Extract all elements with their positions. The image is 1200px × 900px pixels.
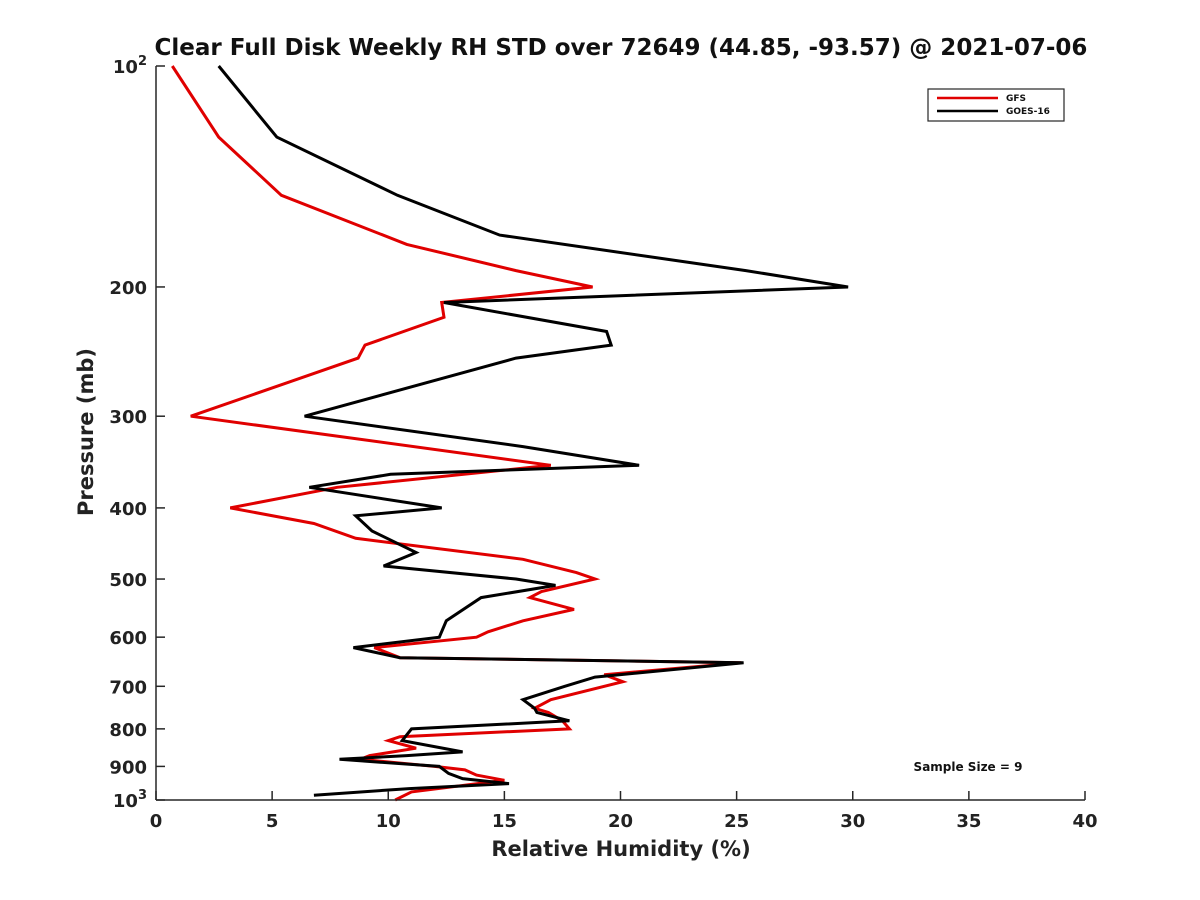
series-layer [171, 65, 849, 802]
y-tick-label: 700 [109, 677, 147, 698]
y-tick-label: 103 [113, 788, 147, 812]
y-tick-label: 200 [109, 278, 147, 299]
legend-box [927, 88, 1065, 122]
x-axis-label: Relative Humidity (%) [491, 837, 750, 861]
y-axis-label: Pressure (mb) [74, 348, 98, 516]
x-tick-label: 5 [266, 811, 279, 832]
series-line-0 [171, 65, 742, 802]
chart-title: Clear Full Disk Weekly RH STD over 72649… [155, 35, 1088, 61]
x-tick-label: 35 [956, 811, 981, 832]
x-tick-label: 0 [150, 811, 163, 832]
legend-label-1: GOES-16 [1006, 107, 1050, 117]
x-tick-label: 25 [724, 811, 749, 832]
x-tick-label: 15 [492, 811, 517, 832]
y-tick-label: 500 [109, 570, 147, 591]
y-tick-label: 400 [109, 499, 147, 520]
legend: GFS GOES-16 [927, 88, 1065, 122]
x-tick-label: 10 [376, 811, 401, 832]
sample-size-annotation: Sample Size = 9 [914, 760, 1023, 774]
y-tick-label: 800 [109, 720, 147, 741]
y-tick-label: 300 [109, 407, 147, 428]
x-tick-label: 20 [608, 811, 633, 832]
x-tick-label: 30 [840, 811, 865, 832]
y-tick-label: 102 [113, 54, 147, 78]
series-line-1 [217, 65, 849, 797]
y-tick-label: 900 [109, 757, 147, 778]
y-tick-label: 600 [109, 628, 147, 649]
axis-layer: 0 5 10 15 20 25 30 35 40 102 200 300 400 500 600 700 800… [109, 54, 1097, 832]
legend-label-0: GFS [1006, 94, 1026, 104]
x-tick-label: 40 [1072, 811, 1097, 832]
